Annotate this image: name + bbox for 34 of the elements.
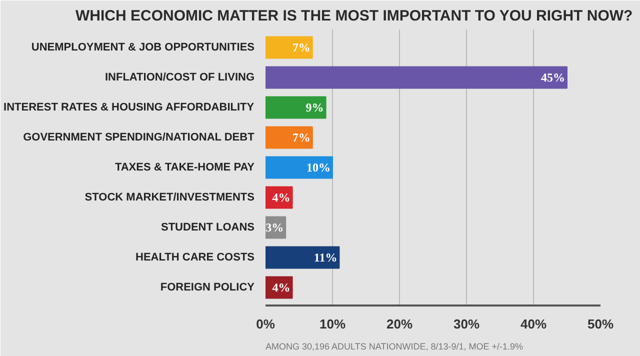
x-tick-label: 40% xyxy=(520,316,547,332)
data-label: 4% xyxy=(272,190,290,204)
data-label: 4% xyxy=(272,280,290,294)
bar xyxy=(266,246,340,269)
data-label: 7% xyxy=(292,130,310,144)
y-tick-label: INFLATION/COST OF LIVING xyxy=(104,72,255,84)
bar xyxy=(266,36,313,59)
y-tick-label: FOREIGN POLICY xyxy=(160,282,256,294)
y-tick-label: STOCK MARKET/INVESTMENTS xyxy=(84,192,255,204)
text: AMONG 30,196 ADULTS NATIONWIDE, 8/13-9/1, MOE +/-1.9% xyxy=(266,342,523,352)
bar xyxy=(266,126,313,149)
y-tick-label: TAXES & TAKE-HOME PAY xyxy=(114,162,256,174)
data-label: 7% xyxy=(292,40,310,54)
x-tick-label: 50% xyxy=(587,316,614,332)
y-tick-label: UNEMPLOYMENT & JOB OPPORTUNITIES xyxy=(31,42,255,54)
data-label: 10% xyxy=(306,160,330,174)
bar xyxy=(266,186,293,209)
data-label: 3% xyxy=(266,220,284,234)
y-tick-label: INTEREST RATES & HOUSING AFFORDABILITY xyxy=(4,102,255,114)
y-tick-label: HEALTH CARE COSTS xyxy=(136,252,255,264)
y-tick-label: GOVERNMENT SPENDING/NATIONAL DEBT xyxy=(23,132,255,144)
bar xyxy=(266,96,326,119)
bar xyxy=(266,276,293,299)
x-tick-label: 30% xyxy=(453,316,480,332)
x-tick-label: 20% xyxy=(386,316,413,332)
bar xyxy=(266,156,333,179)
x-tick-label: 10% xyxy=(319,316,346,332)
chart-title: WHICH ECONOMIC MATTER IS THE MOST IMPORTANT TO YOU RIGHT NOW? xyxy=(76,8,633,24)
y-tick-label: STUDENT LOANS xyxy=(161,222,254,234)
bar xyxy=(266,66,568,89)
data-label: 9% xyxy=(306,100,324,114)
data-label: 11% xyxy=(314,250,338,264)
x-tick-label: 0% xyxy=(256,316,276,332)
data-label: 45% xyxy=(541,70,565,84)
